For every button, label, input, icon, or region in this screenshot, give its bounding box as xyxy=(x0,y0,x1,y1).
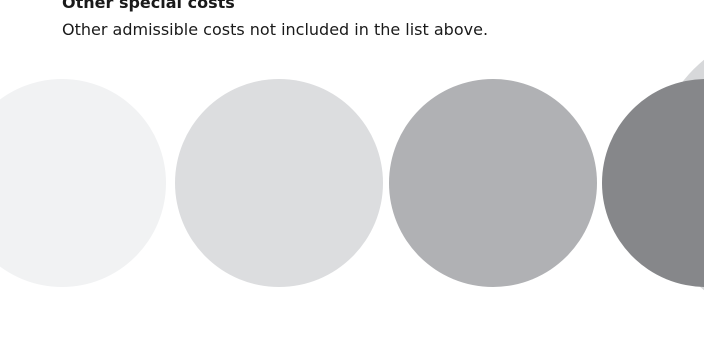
circle-1 xyxy=(0,79,166,287)
circle-2 xyxy=(175,79,383,287)
circle-3 xyxy=(389,79,597,287)
section-description: Other admissible costs not included in t… xyxy=(62,20,489,39)
circle-4 xyxy=(602,79,704,287)
section-heading: Other special costs xyxy=(62,0,235,12)
